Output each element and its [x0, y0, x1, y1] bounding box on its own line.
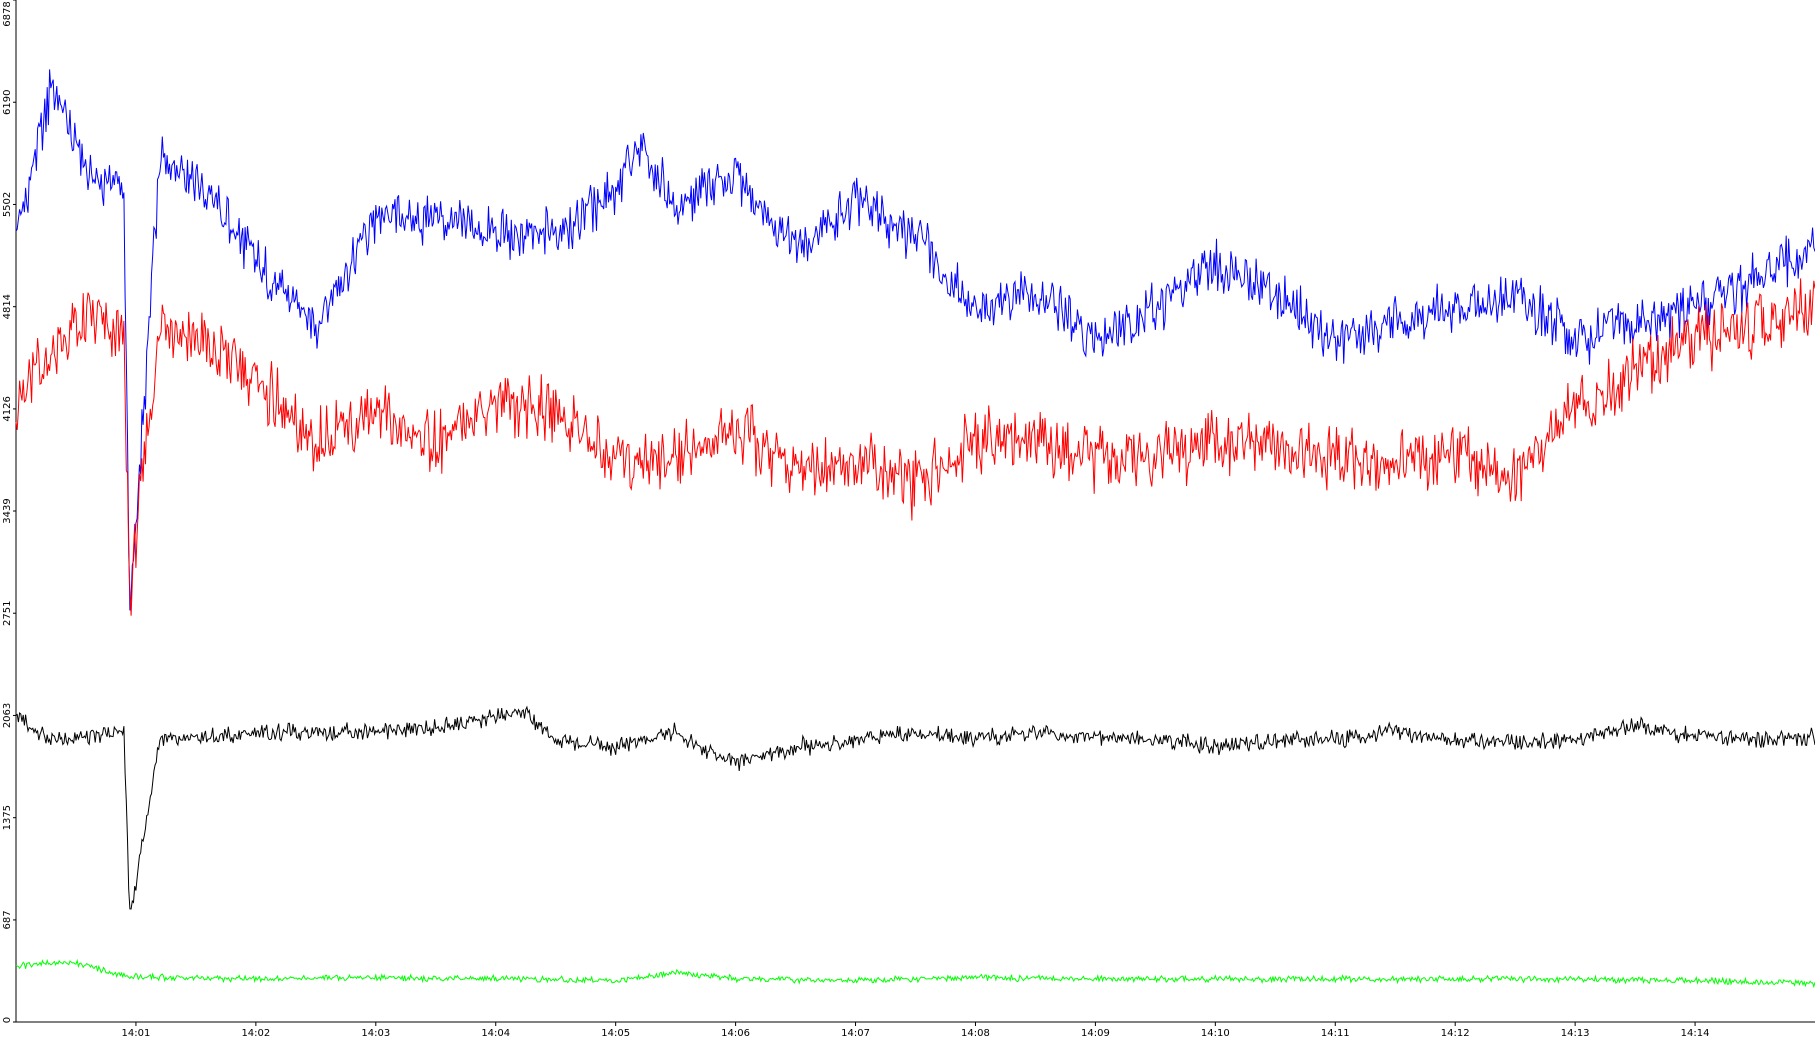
- y-tick-label: 0: [2, 1017, 13, 1023]
- y-tick-label: 1375: [2, 805, 13, 830]
- series-line-2: [15, 278, 1815, 616]
- x-tick-label: 14:13: [1561, 1028, 1590, 1039]
- x-tick-label: 14:08: [961, 1028, 990, 1039]
- x-tick-label: 14:12: [1441, 1028, 1470, 1039]
- x-tick-label: 14:11: [1321, 1028, 1350, 1039]
- y-tick-label: 3439: [2, 498, 13, 523]
- x-tick-label: 14:04: [481, 1028, 510, 1039]
- y-tick-label: 687: [2, 910, 13, 929]
- x-tick-label: 14:06: [721, 1028, 750, 1039]
- x-tick-label: 14:14: [1681, 1028, 1710, 1039]
- series-line-1: [15, 69, 1815, 611]
- y-tick-label: 4814: [2, 294, 13, 319]
- y-tick-label: 5502: [2, 192, 13, 217]
- series-line-4: [15, 958, 1815, 989]
- x-tick-label: 14:02: [241, 1028, 270, 1039]
- series-line-3: [15, 705, 1815, 910]
- y-tick-label: 6878: [2, 1, 13, 26]
- y-tick-label: 2751: [2, 601, 13, 626]
- x-tick-label: 14:05: [601, 1028, 630, 1039]
- x-tick-label: 14:03: [361, 1028, 390, 1039]
- y-tick-label: 4126: [2, 396, 13, 421]
- y-tick-label: 2063: [2, 703, 13, 728]
- x-tick-label: 14:07: [841, 1028, 870, 1039]
- y-tick-label: 6190: [2, 90, 13, 115]
- x-tick-label: 14:01: [122, 1028, 151, 1039]
- x-tick-label: 14:10: [1201, 1028, 1230, 1039]
- x-tick-label: 14:09: [1081, 1028, 1110, 1039]
